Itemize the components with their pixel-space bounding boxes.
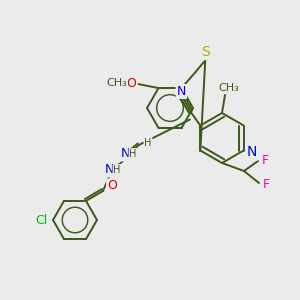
- Text: Cl: Cl: [35, 214, 47, 226]
- Text: H: H: [129, 149, 137, 159]
- Text: N: N: [247, 146, 257, 160]
- Text: N: N: [120, 147, 130, 161]
- Text: N: N: [177, 85, 186, 98]
- Text: S: S: [201, 45, 210, 59]
- Text: CH₃: CH₃: [219, 83, 239, 93]
- Text: H: H: [144, 138, 152, 148]
- Text: H: H: [113, 165, 121, 175]
- Text: N: N: [104, 164, 114, 176]
- Text: O: O: [107, 179, 117, 192]
- Text: CH₃: CH₃: [106, 78, 127, 88]
- Text: O: O: [127, 76, 136, 90]
- Text: F: F: [262, 178, 270, 190]
- Text: F: F: [261, 154, 268, 166]
